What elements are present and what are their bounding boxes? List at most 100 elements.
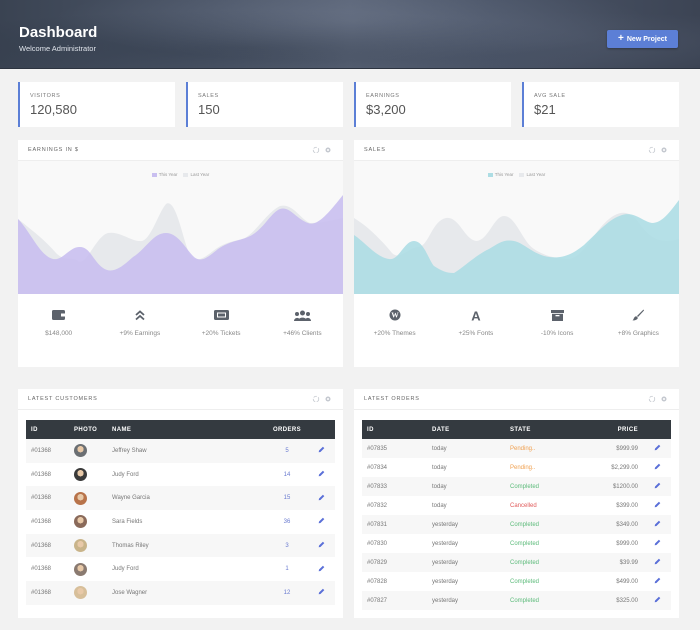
order-state-badge: Cancelled [510, 502, 537, 509]
stat-value: 120,580 [30, 102, 77, 117]
edit-button[interactable] [643, 477, 671, 496]
order-state-badge: Pending.. [510, 445, 536, 452]
page-header: Dashboard Welcome Administrator + New Pr… [0, 0, 700, 69]
order-id: #07828 [367, 578, 388, 585]
table-header-row: ID PHOTO NAME ORDERS [26, 420, 335, 439]
edit-button[interactable] [307, 510, 335, 534]
table-row[interactable]: #01368 Thomas Riley 3 [26, 533, 335, 558]
edit-button[interactable] [307, 463, 335, 487]
kpi-item: +8% Graphics [598, 300, 679, 360]
stat-visitors: VISITORS 120,580 [18, 82, 175, 127]
column-header[interactable]: ID [31, 426, 38, 433]
refresh-icon[interactable] [312, 395, 320, 403]
gear-icon[interactable] [660, 395, 668, 403]
customer-photo-cell [69, 534, 107, 558]
customer-orders[interactable]: 5 [285, 447, 289, 454]
table-row[interactable]: #07835 today Pending.. $999.99 [362, 439, 671, 458]
table-row[interactable]: #07832 today Cancelled $399.00 [362, 496, 671, 515]
gear-icon[interactable] [660, 146, 668, 154]
avatar [74, 562, 87, 576]
table-row[interactable]: #01368 Judy Ford 14 [26, 463, 335, 487]
customer-orders[interactable]: 36 [283, 518, 291, 525]
edit-button[interactable] [643, 553, 671, 572]
table-row[interactable]: #07829 yesterday Completed $39.99 [362, 553, 671, 572]
edit-button[interactable] [643, 515, 671, 534]
edit-button[interactable] [643, 458, 671, 477]
edit-button[interactable] [643, 591, 671, 610]
order-state-badge: Completed [510, 578, 540, 585]
table-row[interactable]: #07830 yesterday Completed $999.00 [362, 534, 671, 553]
plus-icon: + [618, 33, 624, 44]
customer-orders[interactable]: 15 [283, 495, 291, 502]
column-header[interactable]: ORDERS [272, 426, 302, 433]
customer-id: #01368 [31, 471, 52, 478]
edit-button[interactable] [643, 439, 671, 458]
table-row[interactable]: #01368 Judy Ford 1 [26, 557, 335, 581]
table-row[interactable]: #01368 Wayne Garcia 15 [26, 486, 335, 511]
card-title: LATEST CUSTOMERS [28, 396, 98, 402]
refresh-icon[interactable] [648, 146, 656, 154]
customer-orders[interactable]: 12 [283, 589, 291, 596]
legend-this-year: This Year [487, 172, 513, 177]
table-row[interactable]: #07827 yesterday Completed $325.00 [362, 591, 671, 610]
stat-avg-sale: AVG SALE $21 [522, 82, 679, 127]
column-header[interactable]: NAME [112, 426, 132, 433]
order-price: $999.00 [616, 540, 638, 547]
edit-button[interactable] [643, 534, 671, 553]
table-row[interactable]: #07828 yesterday Completed $499.00 [362, 572, 671, 591]
stat-earnings: EARNINGS $3,200 [354, 82, 511, 127]
pencil-icon [654, 463, 661, 472]
edit-button[interactable] [643, 496, 671, 515]
new-project-button[interactable]: + New Project [607, 30, 678, 48]
page-subtitle: Welcome Administrator [19, 44, 96, 53]
kpi-text: +20% Tickets [201, 330, 241, 337]
order-id: #07831 [367, 521, 388, 528]
customer-photo-cell [69, 439, 107, 463]
table-row[interactable]: #01368 Sara Fields 36 [26, 510, 335, 534]
sales-kpis: W +20% Themes A +25% Fonts -10% Icons +8… [354, 300, 679, 360]
edit-button[interactable] [307, 534, 335, 558]
table-row[interactable]: #07834 today Pending.. $2,299.00 [362, 458, 671, 477]
users-icon [262, 308, 343, 322]
column-header[interactable]: PHOTO [74, 426, 98, 433]
customer-id: #01368 [31, 542, 52, 549]
order-date: today [432, 483, 447, 490]
refresh-icon[interactable] [648, 395, 656, 403]
column-header[interactable]: PRICE [617, 426, 638, 433]
stat-label: VISITORS [30, 93, 61, 99]
kpi-text: +8% Graphics [617, 330, 659, 337]
sales-chart: This Year Last Year [354, 161, 679, 294]
edit-button[interactable] [307, 557, 335, 581]
card-title: LATEST ORDERS [364, 396, 420, 402]
edit-button[interactable] [307, 439, 335, 463]
customer-name: Judy Ford [112, 471, 139, 478]
legend-last-year: Last Year [519, 172, 545, 177]
customer-orders[interactable]: 3 [285, 542, 289, 549]
customer-orders[interactable]: 14 [283, 471, 291, 478]
gear-icon[interactable] [324, 395, 332, 403]
edit-button[interactable] [643, 572, 671, 591]
refresh-icon[interactable] [312, 146, 320, 154]
edit-button[interactable] [307, 486, 335, 510]
gear-icon[interactable] [324, 146, 332, 154]
order-date: yesterday [432, 521, 459, 528]
table-row[interactable]: #01368 Jose Wagner 12 [26, 581, 335, 605]
chart-legend: This Year Last Year [354, 172, 679, 177]
pencil-icon [318, 470, 325, 479]
table-row[interactable]: #07833 today Completed $1200.00 [362, 477, 671, 496]
table-row[interactable]: #01368 Jeffrey Shaw 5 [26, 439, 335, 463]
column-header[interactable]: ID [367, 426, 374, 433]
table-row[interactable]: #07831 yesterday Completed $349.00 [362, 515, 671, 534]
column-header[interactable]: STATE [510, 426, 531, 433]
order-id: #07827 [367, 597, 388, 604]
customer-orders[interactable]: 1 [285, 566, 289, 573]
customer-photo-cell [69, 510, 107, 534]
edit-button[interactable] [307, 581, 335, 605]
stat-value: $3,200 [366, 102, 406, 117]
column-header[interactable]: DATE [432, 426, 450, 433]
sales-card: SALES This Year Last Year W +20% Themes … [354, 140, 679, 367]
kpi-text: +20% Themes [373, 330, 416, 337]
order-date: yesterday [432, 597, 459, 604]
order-date: yesterday [432, 559, 459, 566]
customer-photo-cell [69, 557, 107, 581]
